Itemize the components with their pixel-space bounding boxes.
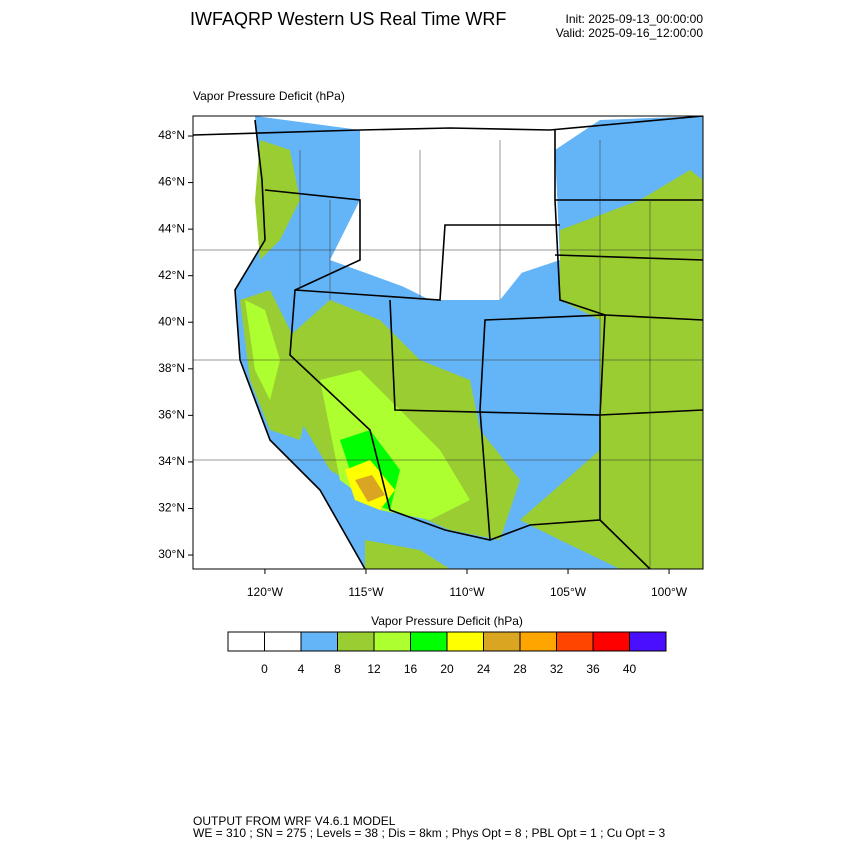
- y-tick-label: 34°N: [158, 454, 185, 468]
- map-subtitle: Vapor Pressure Deficit (hPa): [193, 89, 345, 103]
- colorbar-box: [592, 631, 630, 652]
- colorbar-tick-label: 28: [513, 662, 527, 676]
- colorbar-tick-label: 4: [298, 662, 305, 676]
- y-tick-label: 48°N: [158, 128, 185, 142]
- colorbar-tick-label: 36: [586, 662, 600, 676]
- colorbar-box: [410, 631, 448, 652]
- colorbar-tick-label: 32: [550, 662, 564, 676]
- x-tick-label: 115°W: [348, 585, 384, 599]
- valid-time: Valid: 2025-09-16_12:00:00: [556, 26, 704, 40]
- colorbar-box: [300, 631, 338, 652]
- y-tick-label: 44°N: [158, 221, 185, 235]
- y-tick-label: 46°N: [158, 175, 185, 189]
- colorbar-box: [556, 631, 594, 652]
- title: IWFAQRP Western US Real Time WRF: [190, 9, 506, 29]
- y-tick-label: 38°N: [158, 361, 185, 375]
- x-tick-label: 100°W: [651, 585, 688, 599]
- colorbar-box: [264, 631, 302, 652]
- colorbar-tick-label: 20: [440, 662, 454, 676]
- colorbar-tick-label: 24: [477, 662, 491, 676]
- map-field: [193, 116, 703, 569]
- colorbar-tick-label: 0: [261, 662, 268, 676]
- y-tick-label: 42°N: [158, 268, 185, 282]
- init-time: Init: 2025-09-13_00:00:00: [566, 12, 704, 26]
- colorbar-box: [519, 631, 557, 652]
- y-tick-label: 32°N: [158, 501, 185, 515]
- colorbar-box: [483, 631, 521, 652]
- x-tick-label: 105°W: [550, 585, 587, 599]
- y-tick-label: 30°N: [158, 547, 185, 561]
- y-tick-label: 40°N: [158, 314, 185, 328]
- map-frame: [192, 115, 704, 570]
- colorbar-box: [446, 631, 484, 652]
- colorbar-tick-label: 16: [404, 662, 418, 676]
- colorbar-tick-label: 40: [623, 662, 637, 676]
- x-tick-label: 120°W: [247, 585, 284, 599]
- colorbar-tick-label: 8: [334, 662, 341, 676]
- colorbar-box: [337, 631, 375, 652]
- footer-line: WE = 310 ; SN = 275 ; Levels = 38 ; Dis …: [193, 826, 665, 840]
- colorbar-box: [373, 631, 411, 652]
- colorbar-box: [227, 631, 265, 652]
- footer-line: OUTPUT FROM WRF V4.6.1 MODEL: [193, 814, 396, 828]
- y-tick-label: 36°N: [158, 408, 185, 422]
- colorbar-tick-label: 12: [367, 662, 381, 676]
- x-tick-label: 110°W: [449, 585, 485, 599]
- colorbar-box: [629, 631, 667, 652]
- colorbar-title: Vapor Pressure Deficit (hPa): [371, 614, 523, 628]
